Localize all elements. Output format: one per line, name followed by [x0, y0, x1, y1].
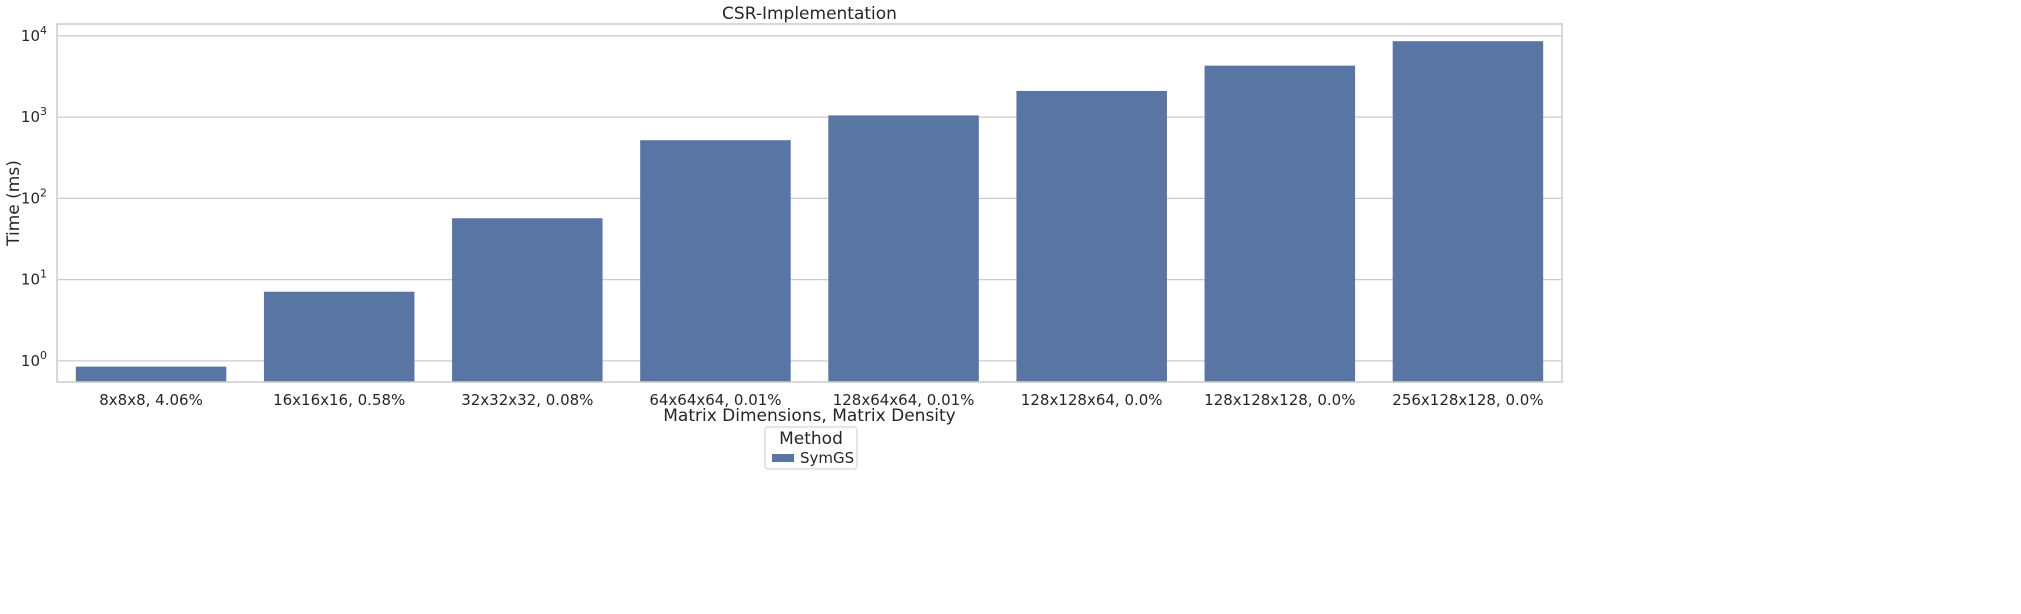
x-tick-label: 64x64x64, 0.01%: [649, 391, 781, 409]
x-tick-label: 128x128x128, 0.0%: [1204, 391, 1355, 409]
y-tick-label: 101: [21, 268, 47, 289]
bar: [1204, 65, 1356, 383]
legend-swatch: [772, 454, 794, 462]
bar: [452, 218, 603, 382]
x-tick-label: 256x128x128, 0.0%: [1392, 391, 1543, 409]
bar: [828, 115, 979, 382]
bar: [1016, 90, 1167, 382]
plot-frame: [56, 23, 1563, 383]
legend: Method SymGS: [764, 426, 858, 470]
chart-title: CSR-Implementation: [722, 4, 897, 24]
y-tick-label: 104: [21, 24, 47, 45]
y-tick-label: 100: [21, 349, 47, 370]
y-tick-label: 103: [21, 105, 47, 126]
x-tick-label: 32x32x32, 0.08%: [461, 391, 593, 409]
bars-layer: [75, 41, 1544, 383]
y-axis-title: Time (ms): [4, 160, 24, 247]
bar: [1392, 41, 1544, 383]
bar: [640, 140, 791, 382]
bar: [263, 291, 415, 382]
legend-title: Method: [779, 429, 843, 449]
x-tick-label: 128x64x64, 0.01%: [833, 391, 975, 409]
x-tick-label: 8x8x8, 4.06%: [99, 391, 203, 409]
bar: [75, 366, 227, 382]
y-tick-labels: 100 101 102 103 104: [21, 24, 47, 370]
x-tick-label: 128x128x64, 0.0%: [1021, 391, 1163, 409]
legend-series-label: SymGS: [800, 449, 854, 467]
y-tick-label: 102: [21, 186, 47, 207]
x-axis-title: Matrix Dimensions, Matrix Density: [663, 406, 956, 426]
x-tick-labels: 8x8x8, 4.06% 16x16x16, 0.58% 32x32x32, 0.0…: [99, 391, 1543, 409]
x-tick-label: 16x16x16, 0.58%: [273, 391, 405, 409]
